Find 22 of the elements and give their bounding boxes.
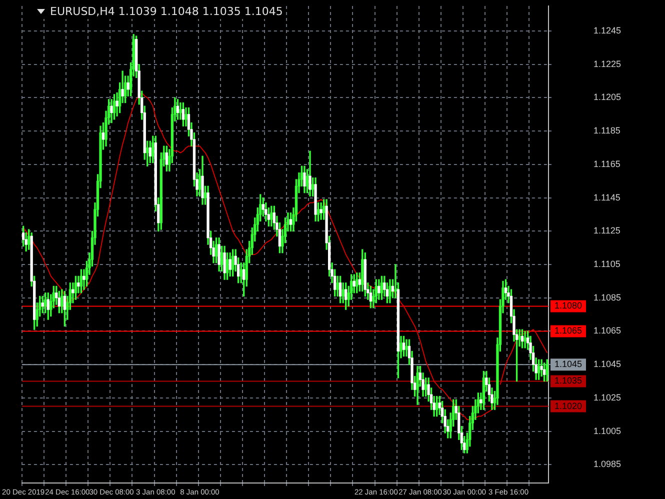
y-tick-label: 1.1245	[593, 26, 622, 36]
y-tick-label: 1.1205	[593, 92, 622, 102]
y-tick-label: 1.1225	[593, 58, 622, 69]
y-tick-label: 1.1005	[593, 426, 622, 436]
y-tick-label: 1.1165	[593, 158, 620, 169]
y-tick-label: 1.0985	[593, 459, 622, 470]
ref-line-label: 1.1045	[554, 359, 582, 370]
y-tick-label: 1.1085	[593, 292, 622, 302]
ref-line-label: 1.1080	[554, 300, 582, 311]
chart-title: EURUSD,H4 1.1039 1.1048 1.1035 1.1045	[50, 5, 283, 18]
candlestick	[320, 202, 322, 220]
y-tick-label: 1.1045	[593, 359, 622, 370]
y-tick-label: 1.1105	[593, 259, 620, 269]
ref-line-label: 1.1035	[554, 376, 582, 386]
y-tick-label: 1.1125	[593, 226, 620, 236]
candlestick	[524, 330, 526, 348]
y-tick-label: 1.1065	[593, 326, 622, 336]
y-tick-label: 1.1145	[593, 192, 620, 202]
ref-line-label: 1.1020	[554, 400, 582, 411]
y-tick-label: 1.1025	[593, 392, 622, 402]
ref-line-label: 1.1065	[554, 326, 582, 336]
y-tick-label: 1.1185	[593, 126, 620, 136]
